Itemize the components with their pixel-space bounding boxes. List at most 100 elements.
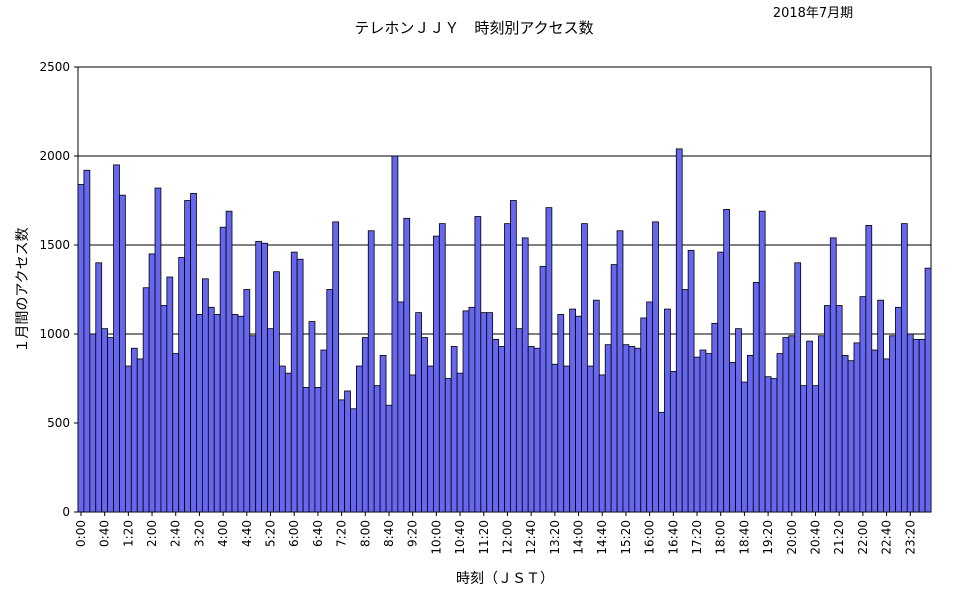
bar: [326, 289, 334, 513]
bar: [367, 230, 375, 513]
x-tick-label: 13:20: [548, 520, 562, 555]
y-tick-label: 1000: [39, 327, 70, 341]
bar: [296, 258, 304, 513]
y-axis: 0 500 1000 1500 2000 2500: [39, 60, 78, 519]
x-tick-label: 18:40: [737, 520, 751, 555]
bar: [273, 271, 280, 513]
x-tick-label: 21:20: [832, 520, 846, 555]
x-tick-label: 1:20: [121, 520, 135, 547]
bar: [130, 347, 138, 513]
x-tick-label: 16:00: [643, 520, 657, 555]
bar: [658, 411, 665, 513]
bar: [705, 353, 713, 513]
x-tick-label: 8:40: [382, 520, 396, 547]
x-tick-label: 2:00: [145, 520, 159, 547]
bar: [895, 306, 902, 513]
bar: [249, 335, 257, 513]
bar: [409, 374, 417, 513]
bar: [468, 306, 476, 513]
bar: [444, 378, 452, 513]
x-tick-label: 4:40: [240, 520, 254, 547]
bar: [486, 312, 494, 513]
bar: [598, 374, 606, 513]
bar: [344, 390, 351, 513]
bar: [95, 262, 103, 513]
bar: [83, 169, 91, 513]
bar: [142, 287, 150, 513]
bar: [853, 342, 861, 513]
y-tick-label: 2000: [39, 149, 70, 163]
bar: [758, 210, 766, 513]
bar: [711, 322, 719, 513]
bar: [77, 184, 85, 513]
bar: [841, 354, 849, 513]
bar: [900, 223, 908, 513]
bar: [906, 333, 914, 513]
bar: [421, 337, 428, 513]
bar: [261, 242, 268, 513]
chart-title: テレホンＪＪＹ 時刻別アクセス数: [354, 19, 593, 37]
bar: [160, 305, 168, 513]
x-tick-label: 23:20: [903, 520, 917, 555]
bar: [166, 276, 174, 513]
bar: [172, 353, 180, 513]
bar: [385, 404, 393, 513]
bar: [587, 365, 594, 513]
bar: [492, 338, 499, 513]
bar: [504, 223, 511, 513]
bar: [557, 314, 565, 513]
x-tick-label: 6:40: [311, 520, 325, 547]
x-tick-label: 14:40: [595, 520, 609, 555]
bar: [284, 372, 292, 513]
bar: [717, 251, 725, 513]
bar: [770, 378, 778, 513]
x-tick-label: 12:40: [524, 520, 538, 555]
x-tick-label: 4:00: [216, 520, 230, 547]
bar: [752, 281, 760, 513]
bar: [800, 385, 807, 513]
bar: [148, 253, 156, 513]
bar: [782, 337, 790, 513]
bar: [681, 289, 689, 513]
y-tick-label: 500: [47, 416, 70, 430]
bar: [290, 251, 298, 513]
bar: [267, 328, 274, 513]
bar: [912, 338, 920, 513]
bar: [823, 305, 831, 513]
bar: [776, 353, 784, 513]
bar: [332, 221, 340, 513]
bar: [847, 360, 855, 513]
period-label: 2018年7月期: [773, 6, 853, 21]
x-tick-label: 14:00: [572, 520, 586, 555]
bar: [397, 301, 405, 513]
bar: [415, 312, 422, 513]
bar: [361, 337, 369, 513]
x-tick-label: 15:20: [619, 520, 633, 555]
bar: [113, 164, 120, 513]
bar: [237, 315, 245, 513]
bar: [610, 264, 618, 513]
bar: [314, 386, 322, 513]
bar: [918, 338, 926, 513]
bar: [628, 346, 636, 513]
y-tick-label: 1500: [39, 238, 70, 252]
bar: [450, 346, 458, 513]
bar: [669, 370, 677, 513]
x-tick-label: 10:00: [429, 520, 443, 555]
bar: [812, 385, 819, 513]
bar: [835, 305, 843, 513]
bar: [107, 337, 114, 513]
bar: [877, 299, 885, 513]
y-axis-label: １月間のアクセス数: [15, 227, 31, 352]
y-tick-label: 2500: [39, 60, 70, 74]
bar: [746, 354, 754, 513]
bar: [622, 344, 630, 513]
x-tick-label: 5:20: [264, 520, 278, 547]
bar: [569, 308, 576, 513]
bar: [320, 349, 328, 513]
bar: [302, 386, 310, 513]
bar: [575, 315, 582, 513]
bar: [521, 237, 529, 513]
x-tick-label: 12:00: [500, 520, 514, 555]
